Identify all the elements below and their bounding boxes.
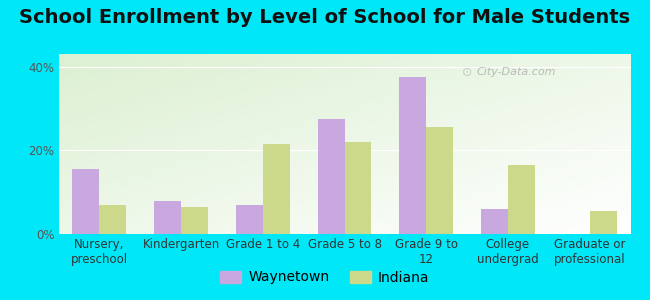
Legend: Waynetown, Indiana: Waynetown, Indiana xyxy=(215,265,435,290)
Text: School Enrollment by Level of School for Male Students: School Enrollment by Level of School for… xyxy=(20,8,630,27)
Bar xyxy=(590,211,617,234)
Text: City-Data.com: City-Data.com xyxy=(476,67,556,76)
Text: ⊙: ⊙ xyxy=(462,66,473,79)
Bar xyxy=(181,207,208,234)
Bar xyxy=(154,200,181,234)
Bar xyxy=(236,205,263,234)
Bar xyxy=(426,127,453,234)
Bar xyxy=(263,144,290,234)
Bar xyxy=(99,205,126,234)
Bar xyxy=(399,77,426,234)
Bar xyxy=(481,209,508,234)
Bar xyxy=(318,119,344,234)
Bar xyxy=(72,169,99,234)
Bar xyxy=(344,142,371,234)
Bar xyxy=(508,165,535,234)
